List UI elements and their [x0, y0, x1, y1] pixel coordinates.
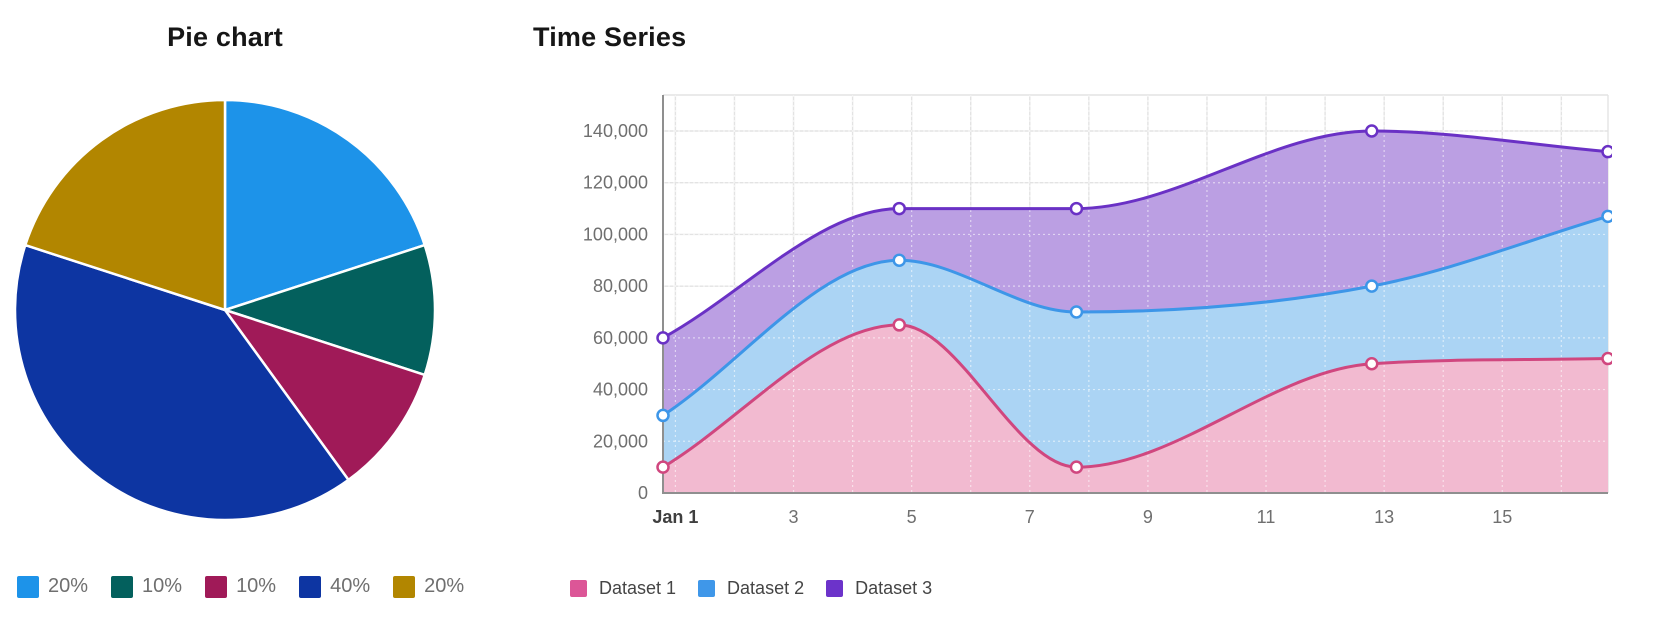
pie-legend-label: 20%: [424, 575, 465, 597]
data-point-marker[interactable]: [1365, 356, 1379, 371]
pie-legend-label: 10%: [142, 575, 183, 597]
pie-chart-title: Pie chart: [167, 22, 283, 52]
x-tick-label: 7: [1025, 507, 1035, 527]
ts-legend-item-dataset-2[interactable]: Dataset 2: [698, 578, 804, 599]
x-tick-label: 15: [1492, 507, 1512, 527]
y-tick-label: 140,000: [583, 121, 648, 141]
pie-legend-item[interactable]: 20%: [17, 575, 88, 598]
pie-legend-item[interactable]: 40%: [299, 575, 370, 598]
y-axis-labels: 0 20,000 40,000 60,000 80,000 100,000 120,000 1…: [583, 121, 648, 503]
y-tick-label: 0: [638, 483, 648, 503]
ts-legend-label: Dataset 2: [727, 578, 805, 598]
pie-legend-item[interactable]: 10%: [205, 575, 276, 598]
series-line: [661, 129, 1610, 340]
pie-legend-label: 40%: [330, 575, 371, 597]
x-tick-label: 3: [789, 507, 799, 527]
x-tick-label: 11: [1257, 507, 1276, 527]
y-tick-label: 60,000: [593, 328, 648, 348]
dataset-1-swatch-icon: [570, 580, 587, 597]
data-point-marker[interactable]: [656, 331, 670, 345]
data-point-marker[interactable]: [1069, 305, 1084, 319]
data-point-marker[interactable]: [892, 253, 906, 268]
y-tick-label: 20,000: [593, 431, 648, 451]
series-lines: [656, 124, 1614, 474]
data-point-marker[interactable]: [1365, 124, 1379, 138]
pie-legend-item[interactable]: 10%: [111, 575, 182, 598]
data-point-marker[interactable]: [1365, 279, 1379, 293]
pie-slice[interactable]: [223, 98, 426, 312]
pie-legend-label: 10%: [236, 575, 277, 597]
data-point-marker[interactable]: [892, 318, 906, 332]
ts-legend-item-dataset-1[interactable]: Dataset 1: [570, 578, 676, 599]
time-series-legend: Dataset 1 Dataset 2 Dataset 3: [570, 578, 932, 599]
x-tick-label: 13: [1374, 507, 1394, 527]
y-tick-label: 80,000: [593, 276, 648, 296]
pie-slice[interactable]: [24, 98, 227, 312]
data-point-marker[interactable]: [656, 408, 670, 423]
pie-legend-item[interactable]: 20%: [393, 575, 464, 598]
data-point-marker[interactable]: [1601, 351, 1614, 366]
pie-slice[interactable]: [13, 243, 350, 522]
pie-legend: 20% 10% 10% 40% 20%: [17, 575, 464, 598]
pie-slice-5-swatch-icon: [393, 575, 416, 598]
pie-slice-1-swatch-icon: [17, 575, 39, 598]
dataset-2-swatch-icon: [698, 580, 716, 597]
time-series-plot[interactable]: 0 20,000 40,000 60,000 80,000 100,000 120,000 1…: [583, 94, 1614, 527]
ts-legend-label: Dataset 1: [599, 578, 677, 598]
data-point-marker[interactable]: [892, 201, 906, 216]
data-point-marker[interactable]: [1601, 209, 1614, 224]
pie-slice-4-swatch-icon: [299, 575, 322, 598]
pie-slice-2-swatch-icon: [111, 575, 134, 598]
pie-slice[interactable]: [223, 243, 437, 377]
data-point-marker[interactable]: [1601, 144, 1614, 159]
y-tick-label: 120,000: [583, 173, 648, 193]
x-tick-label: 9: [1143, 507, 1153, 527]
y-tick-label: 100,000: [583, 224, 648, 244]
pie-graphic[interactable]: [13, 98, 437, 522]
data-point-marker[interactable]: [656, 460, 670, 474]
dataset-3-swatch-icon: [826, 580, 844, 597]
data-point-marker[interactable]: [1069, 460, 1084, 474]
data-point-marker[interactable]: [1069, 201, 1084, 216]
pie-slice[interactable]: [223, 308, 426, 482]
x-tick-label: Jan 1: [652, 507, 698, 527]
ts-legend-label: Dataset 3: [855, 578, 933, 598]
pie-slice-3-swatch-icon: [205, 575, 228, 598]
y-tick-label: 40,000: [593, 380, 648, 400]
pie-legend-label: 20%: [48, 575, 89, 597]
time-series-title: Time Series: [533, 22, 687, 52]
x-tick-label: 5: [907, 507, 917, 527]
x-axis-labels: Jan 1 3 5 7 9 11 13 15: [652, 507, 1512, 527]
ts-legend-item-dataset-3[interactable]: Dataset 3: [826, 578, 932, 599]
